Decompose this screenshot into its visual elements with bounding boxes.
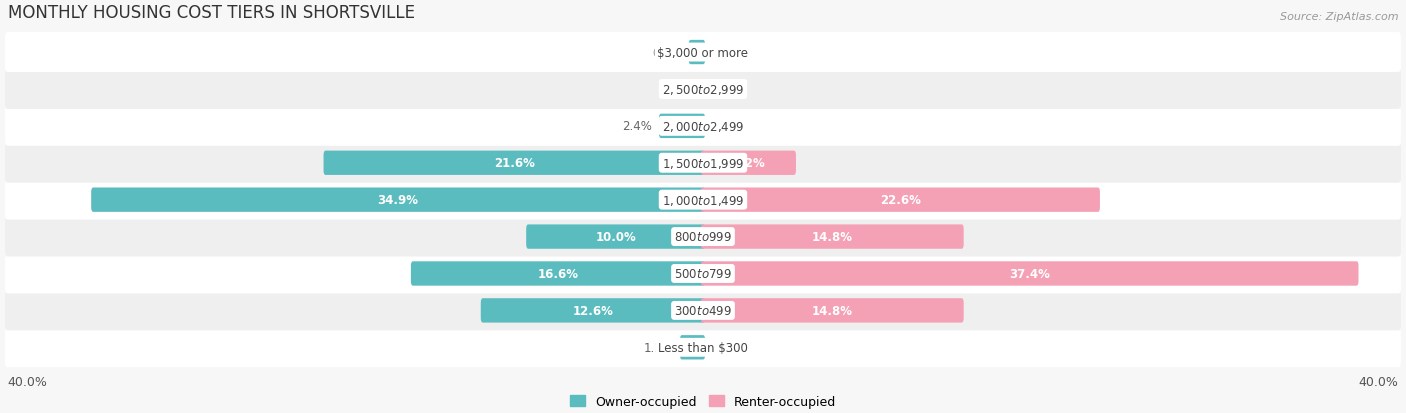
FancyBboxPatch shape bbox=[91, 188, 704, 212]
Text: 0.0%: 0.0% bbox=[711, 341, 741, 354]
Text: 5.2%: 5.2% bbox=[733, 157, 765, 170]
FancyBboxPatch shape bbox=[702, 188, 1099, 212]
Text: 22.6%: 22.6% bbox=[880, 194, 921, 206]
Text: Source: ZipAtlas.com: Source: ZipAtlas.com bbox=[1279, 12, 1399, 21]
FancyBboxPatch shape bbox=[481, 299, 704, 323]
FancyBboxPatch shape bbox=[6, 70, 1400, 109]
FancyBboxPatch shape bbox=[659, 114, 704, 139]
Text: 16.6%: 16.6% bbox=[537, 267, 578, 280]
Text: 0.0%: 0.0% bbox=[711, 120, 741, 133]
FancyBboxPatch shape bbox=[6, 33, 1400, 73]
FancyBboxPatch shape bbox=[6, 328, 1400, 367]
FancyBboxPatch shape bbox=[526, 225, 704, 249]
FancyBboxPatch shape bbox=[411, 262, 704, 286]
Text: 34.9%: 34.9% bbox=[378, 194, 419, 206]
FancyBboxPatch shape bbox=[702, 225, 963, 249]
Text: 21.6%: 21.6% bbox=[494, 157, 534, 170]
Text: 14.8%: 14.8% bbox=[811, 304, 853, 317]
FancyBboxPatch shape bbox=[702, 262, 1358, 286]
Text: 1.2%: 1.2% bbox=[644, 341, 673, 354]
Text: 0.7%: 0.7% bbox=[652, 46, 682, 59]
Text: 0.0%: 0.0% bbox=[665, 83, 695, 96]
Text: $1,000 to $1,499: $1,000 to $1,499 bbox=[662, 193, 744, 207]
Text: 0.0%: 0.0% bbox=[711, 83, 741, 96]
Text: $300 to $499: $300 to $499 bbox=[673, 304, 733, 317]
Text: $2,500 to $2,999: $2,500 to $2,999 bbox=[662, 83, 744, 97]
FancyBboxPatch shape bbox=[6, 217, 1400, 257]
Text: 37.4%: 37.4% bbox=[1010, 267, 1050, 280]
Text: 0.0%: 0.0% bbox=[711, 46, 741, 59]
Legend: Owner-occupied, Renter-occupied: Owner-occupied, Renter-occupied bbox=[565, 390, 841, 413]
Text: $500 to $799: $500 to $799 bbox=[673, 267, 733, 280]
Text: 40.0%: 40.0% bbox=[1358, 375, 1399, 388]
Text: 40.0%: 40.0% bbox=[7, 375, 48, 388]
Text: $800 to $999: $800 to $999 bbox=[673, 230, 733, 244]
Text: 2.4%: 2.4% bbox=[623, 120, 652, 133]
Text: 12.6%: 12.6% bbox=[572, 304, 613, 317]
Text: MONTHLY HOUSING COST TIERS IN SHORTSVILLE: MONTHLY HOUSING COST TIERS IN SHORTSVILL… bbox=[7, 4, 415, 21]
Text: 14.8%: 14.8% bbox=[811, 230, 853, 244]
FancyBboxPatch shape bbox=[6, 107, 1400, 147]
FancyBboxPatch shape bbox=[689, 41, 704, 65]
FancyBboxPatch shape bbox=[6, 291, 1400, 330]
FancyBboxPatch shape bbox=[6, 254, 1400, 294]
FancyBboxPatch shape bbox=[702, 299, 963, 323]
FancyBboxPatch shape bbox=[323, 151, 704, 176]
FancyBboxPatch shape bbox=[702, 151, 796, 176]
Text: $3,000 or more: $3,000 or more bbox=[658, 46, 748, 59]
Text: 10.0%: 10.0% bbox=[595, 230, 636, 244]
Text: Less than $300: Less than $300 bbox=[658, 341, 748, 354]
Text: $1,500 to $1,999: $1,500 to $1,999 bbox=[662, 157, 744, 170]
Text: $2,000 to $2,499: $2,000 to $2,499 bbox=[662, 119, 744, 133]
FancyBboxPatch shape bbox=[6, 180, 1400, 220]
FancyBboxPatch shape bbox=[6, 143, 1400, 183]
FancyBboxPatch shape bbox=[681, 335, 704, 360]
